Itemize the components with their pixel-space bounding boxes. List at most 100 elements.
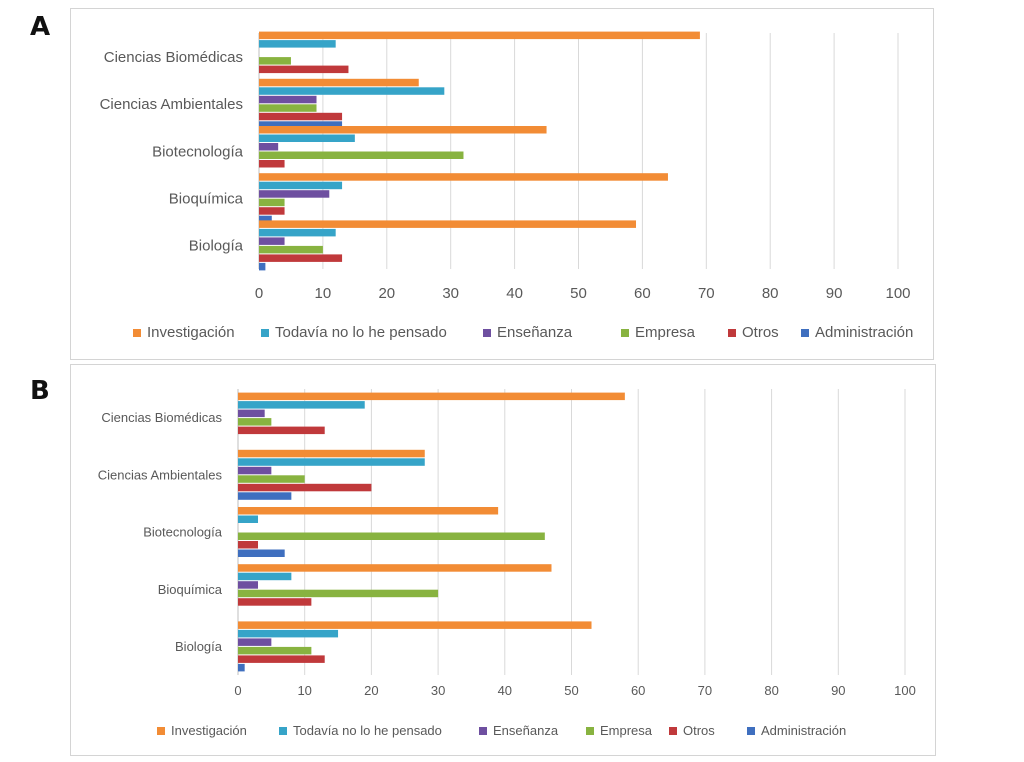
chart-panel-b: 0 10 20 30 40 50 60 70 80 90 100 Ciencias Biomédica… (70, 364, 936, 756)
legend-swatch (669, 727, 677, 735)
x-tick-label: 10 (297, 683, 311, 698)
x-tick-label: 40 (498, 683, 512, 698)
bar (238, 507, 499, 515)
legend-swatch (586, 727, 594, 735)
legend-swatch (728, 329, 736, 337)
bar (259, 143, 279, 151)
bar (259, 134, 355, 142)
x-tick-label: 70 (698, 285, 715, 302)
bar (238, 532, 545, 540)
category-label: Biología (175, 639, 223, 654)
x-tick-label: 90 (826, 285, 843, 302)
bar (259, 228, 336, 237)
bar (259, 173, 668, 181)
legend-label: Enseñanza (497, 324, 573, 341)
x-tick-label: 30 (431, 683, 445, 698)
chart-panel-a: 0 10 20 30 40 50 60 70 80 90 100 Ciencias Biomédica… (70, 8, 934, 360)
x-tick-label: 90 (831, 683, 845, 698)
x-tick-label: 20 (364, 683, 378, 698)
bar (238, 598, 312, 606)
x-tick-label: 10 (315, 285, 332, 302)
bar (259, 31, 700, 40)
bar (259, 254, 343, 262)
x-tick-label: 80 (764, 683, 778, 698)
legend-label: Todavía no lo he pensado (275, 324, 447, 341)
bar (259, 160, 285, 168)
legend-label: Investigación (171, 723, 247, 738)
bar (259, 121, 343, 129)
x-tick-label: 30 (442, 285, 459, 302)
legend-swatch (133, 329, 141, 337)
x-tick-label: 60 (631, 683, 645, 698)
x-tick-label: 100 (894, 683, 916, 698)
bar (259, 190, 330, 198)
legend-swatch (801, 329, 809, 337)
bar (259, 220, 637, 228)
legend-label: Investigación (147, 324, 235, 341)
bar (238, 541, 259, 549)
legend-swatch (621, 329, 629, 337)
x-tick-label: 50 (570, 285, 587, 302)
bar (238, 549, 285, 557)
category-label: Ciencias Ambientales (98, 467, 223, 482)
x-tick-label: 20 (378, 285, 395, 302)
legend-label: Empresa (600, 723, 653, 738)
bar (238, 629, 339, 638)
legend-label: Empresa (635, 324, 696, 341)
bar (238, 646, 312, 655)
legend-swatch (747, 727, 755, 735)
bar (238, 581, 259, 589)
bar (238, 409, 265, 418)
legend-label: Enseñanza (493, 723, 559, 738)
bar (259, 78, 419, 87)
bar (259, 95, 317, 104)
bar (238, 401, 365, 409)
bar (238, 621, 592, 629)
bar (259, 57, 291, 65)
legend-label: Administración (815, 324, 913, 341)
bar (238, 589, 439, 598)
legend-swatch (279, 727, 287, 735)
bar (238, 475, 305, 483)
x-tick-label: 100 (885, 285, 910, 302)
x-tick-label: 80 (762, 285, 779, 302)
bar (259, 237, 285, 245)
panel-b-letter: B (30, 376, 50, 406)
legend-label: Administración (761, 723, 846, 738)
legend-label: Otros (742, 324, 779, 341)
x-tick-label: 0 (255, 285, 263, 302)
bar (259, 262, 266, 271)
panel-a-letter: A (30, 12, 51, 42)
bar (238, 572, 292, 581)
bar (238, 663, 245, 672)
bar (259, 87, 445, 95)
bar (259, 198, 285, 207)
chart-a-svg: 0 10 20 30 40 50 60 70 80 90 100 Ciencias Biomédica… (100, 31, 913, 341)
bar (238, 449, 425, 458)
bar (238, 564, 552, 572)
bar (238, 655, 325, 663)
legend-swatch (483, 329, 491, 337)
category-label: Ciencias Biomédicas (104, 49, 243, 66)
bar (259, 207, 285, 215)
bar (238, 492, 292, 500)
bar (259, 151, 464, 159)
bar (238, 426, 325, 435)
legend-swatch (479, 727, 487, 735)
bar (238, 466, 272, 475)
bar (259, 215, 272, 224)
bar (259, 104, 317, 112)
category-label: Bioquímica (169, 190, 244, 207)
x-tick-label: 70 (698, 683, 712, 698)
legend-swatch (261, 329, 269, 337)
legend-swatch (157, 727, 165, 735)
bar (259, 181, 343, 190)
category-label: Biotecnología (143, 525, 223, 540)
x-tick-label: 50 (564, 683, 578, 698)
bar (259, 40, 336, 48)
bar (238, 392, 625, 401)
bar (238, 638, 272, 646)
bar (238, 483, 372, 492)
legend-label: Otros (683, 723, 715, 738)
x-tick-label: 60 (634, 285, 651, 302)
